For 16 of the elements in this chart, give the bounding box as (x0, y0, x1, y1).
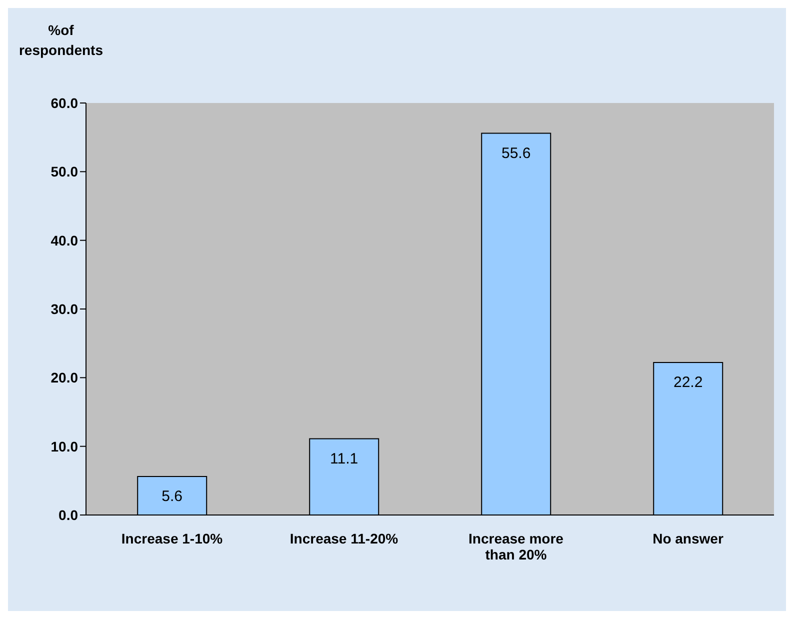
x-tick-label: Increase 1-10% (121, 530, 224, 547)
data-label: 5.6 (162, 488, 183, 506)
y-tick-label: 20.0 (50, 370, 78, 386)
data-label: 55.6 (502, 144, 531, 162)
y-tick-label: 10.0 (50, 438, 78, 454)
y-tick-label: 40.0 (50, 232, 78, 248)
y-tick-label: 30.0 (50, 300, 78, 317)
y-tick-label: 0.0 (58, 506, 78, 523)
y-axis-title: %of respondents (18, 21, 104, 60)
y-tick-label: 50.0 (50, 164, 78, 180)
data-label: 22.2 (674, 374, 703, 392)
x-tick-label: Increase more than 20% (468, 530, 564, 563)
x-tick-label: No answer (652, 530, 724, 547)
data-label: 11.1 (330, 450, 358, 468)
x-tick-label: Increase 11-20% (290, 530, 399, 547)
y-tick-label: 60.0 (50, 94, 78, 111)
